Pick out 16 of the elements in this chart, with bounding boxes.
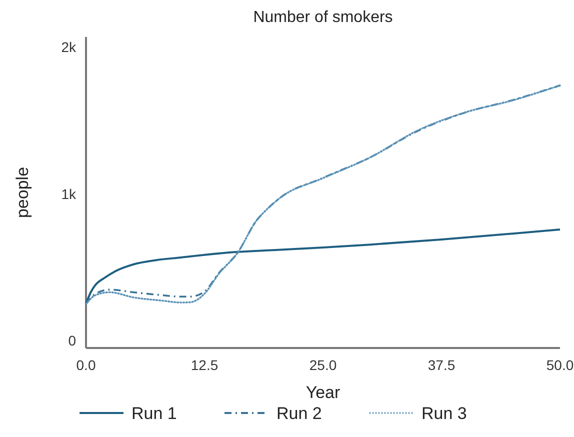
x-tick-label: 25.0	[309, 357, 337, 373]
chart-title: Number of smokers	[253, 9, 393, 26]
legend-label: Run 2	[276, 404, 322, 423]
x-tick-label: 37.5	[428, 357, 456, 373]
x-tick-label: 50.0	[546, 357, 574, 373]
y-tick-label: 2k	[61, 39, 77, 56]
x-axis-title: Year	[306, 383, 341, 402]
x-tick-label: 0.0	[76, 357, 96, 373]
y-tick-label: 0	[68, 332, 76, 349]
y-tick-label: 1k	[61, 186, 77, 202]
legend-label: Run 1	[132, 404, 177, 423]
legend-label: Run 3	[422, 404, 467, 423]
line-series	[85, 84, 561, 305]
line-series	[85, 228, 561, 305]
y-axis-title: people	[13, 166, 32, 218]
x-tick-label: 12.5	[190, 357, 218, 373]
